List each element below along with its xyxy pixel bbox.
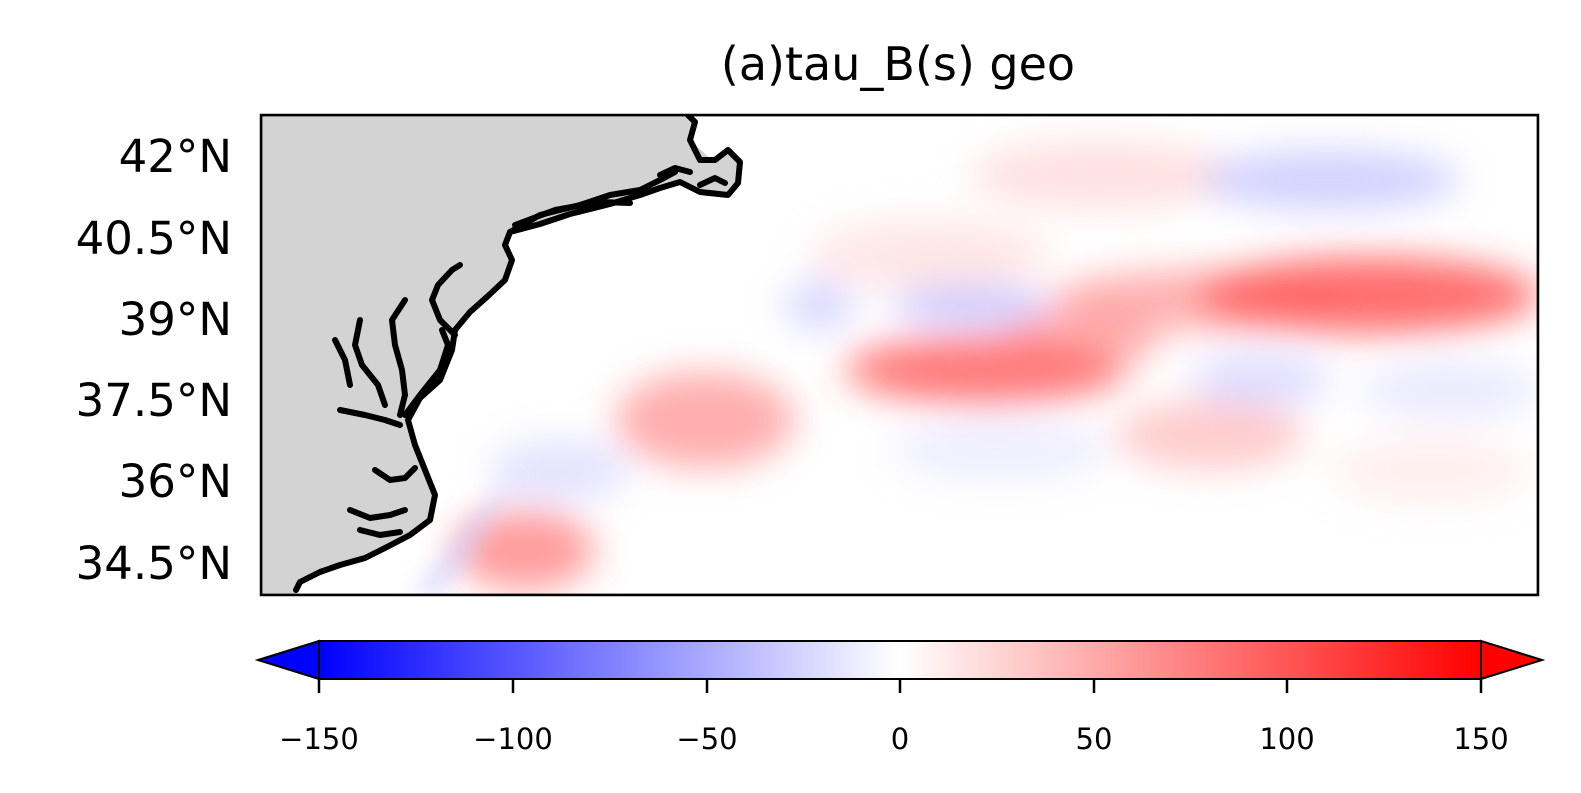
latitude-labels: 42°N 40.5°N 39°N 37.5°N 36°N 34.5°N [76, 130, 232, 590]
field-anomalies [455, 140, 1538, 590]
colorbar-tick-label: −50 [676, 722, 737, 756]
colorbar: −150 −100 −50 0 50 100 150 [254, 639, 1546, 756]
lat-label: 40.5°N [76, 212, 232, 265]
lat-label: 42°N [119, 130, 232, 183]
colorbar-ticks [317, 679, 1483, 693]
colorbar-tick-label: 100 [1259, 722, 1314, 756]
lat-label: 39°N [119, 293, 232, 346]
lat-label: 36°N [119, 455, 232, 508]
map-title: (a)tau_B(s) geo [721, 37, 1075, 91]
colorbar-tick-label: −150 [279, 722, 359, 756]
colorbar-tick-label: −100 [473, 722, 553, 756]
colorbar-tick-label: 0 [891, 722, 909, 756]
colorbar-tick-label: 150 [1453, 722, 1508, 756]
colorbar-extend-high [1480, 639, 1546, 681]
colorbar-tick-label: 50 [1076, 722, 1113, 756]
lat-label: 37.5°N [76, 374, 232, 427]
map-panel [261, 115, 1538, 595]
colorbar-gradient [318, 640, 1482, 680]
lat-label: 34.5°N [76, 537, 232, 590]
coastline [293, 115, 743, 593]
colorbar-extend-low [254, 639, 320, 681]
